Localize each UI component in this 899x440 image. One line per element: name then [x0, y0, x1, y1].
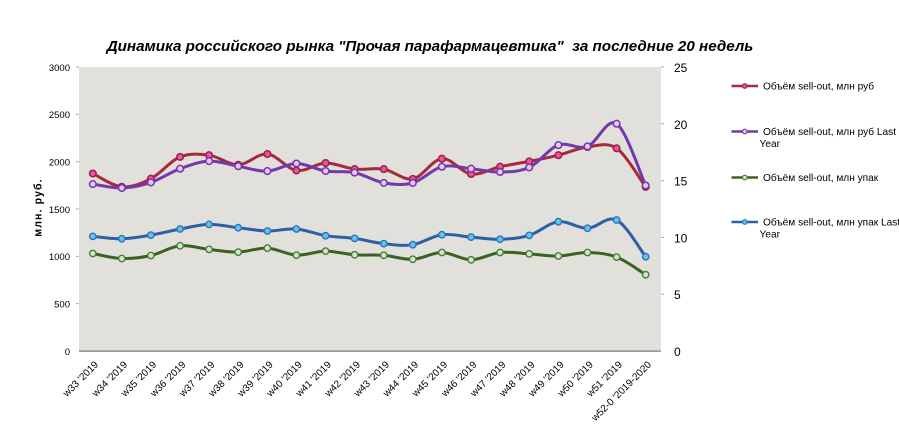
svg-text:1000: 1000 — [49, 252, 70, 263]
svg-text:Year: Year — [760, 139, 781, 150]
svg-text:500: 500 — [54, 300, 70, 311]
svg-text:2000: 2000 — [49, 158, 70, 169]
svg-text:Объём sell-out, млн руб Last: Объём sell-out, млн руб Last — [763, 126, 896, 138]
svg-text:5: 5 — [674, 288, 681, 302]
svg-text:1500: 1500 — [49, 205, 70, 216]
svg-text:15: 15 — [674, 175, 688, 189]
svg-text:0: 0 — [65, 347, 70, 358]
svg-text:Объём sell-out, млн упак Last: Объём sell-out, млн упак Last — [763, 216, 899, 228]
svg-text:0: 0 — [674, 345, 681, 359]
svg-text:10: 10 — [674, 231, 688, 245]
svg-text:20: 20 — [674, 118, 688, 132]
svg-text:25: 25 — [674, 61, 688, 75]
svg-text:2500: 2500 — [49, 110, 70, 121]
svg-text:3000: 3000 — [49, 63, 70, 74]
svg-text:млн. руб.: млн. руб. — [33, 178, 45, 236]
svg-text:Динамика российского рынка "Пр: Динамика российского рынка "Прочая параф… — [105, 38, 754, 55]
svg-text:Year: Year — [760, 230, 781, 241]
svg-text:Объём sell-out, млн упак: Объём sell-out, млн упак — [763, 172, 879, 184]
svg-text:Объём sell-out, млн руб: Объём sell-out, млн руб — [763, 80, 874, 92]
